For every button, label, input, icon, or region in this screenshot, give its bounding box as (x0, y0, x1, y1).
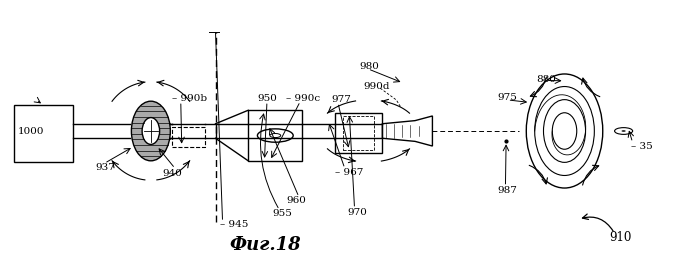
Text: 987: 987 (497, 186, 517, 195)
Text: 960: 960 (286, 196, 306, 205)
Text: 955: 955 (272, 209, 292, 219)
Text: 1000: 1000 (17, 127, 44, 135)
Text: 950: 950 (258, 94, 277, 103)
Text: – 945: – 945 (221, 220, 248, 229)
Text: 940: 940 (163, 169, 183, 178)
Circle shape (621, 130, 625, 132)
Text: 880: 880 (537, 75, 556, 84)
Text: 910: 910 (610, 231, 632, 244)
Text: 937: 937 (95, 163, 115, 172)
Text: – 35: – 35 (630, 142, 653, 151)
Text: Фиг.18: Фиг.18 (230, 236, 302, 254)
Text: 975: 975 (497, 93, 517, 102)
Text: 980: 980 (359, 62, 379, 71)
Text: 970: 970 (347, 208, 366, 217)
Ellipse shape (131, 101, 170, 161)
Text: – 967: – 967 (335, 168, 364, 177)
Text: 990d: 990d (363, 83, 389, 91)
Ellipse shape (142, 118, 160, 144)
Text: 977: 977 (332, 95, 352, 104)
Text: – 990b: – 990b (172, 94, 207, 103)
Text: – 990c: – 990c (286, 94, 320, 103)
